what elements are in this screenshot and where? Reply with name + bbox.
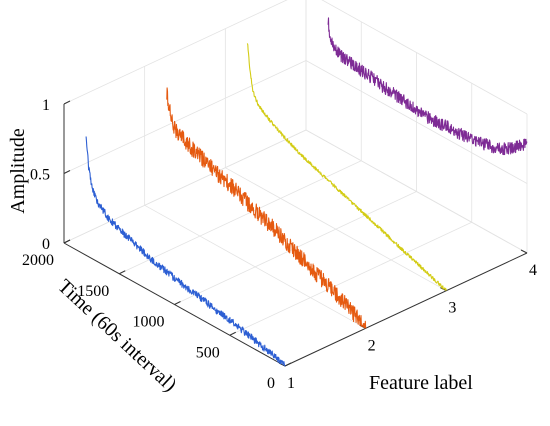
z-tick [63, 239, 71, 244]
z-tick [63, 100, 71, 105]
z-tick [63, 170, 71, 174]
y-tick [284, 362, 292, 367]
series-line-2 [166, 87, 367, 329]
side-wall-gridline-z [305, 129, 528, 254]
z-axis-title: Amplitude [7, 128, 29, 214]
z-tick-label: 1 [42, 97, 50, 114]
x-tick [520, 249, 528, 254]
x-tick-label: 2 [368, 337, 376, 354]
y-tick-label: 1500 [77, 283, 109, 300]
series-layer [85, 17, 528, 367]
y-tick-label: 0 [267, 375, 275, 392]
x-tick-label: 4 [529, 262, 537, 279]
side-wall-gridline-z [305, 60, 528, 184]
x-axis-line [284, 252, 528, 367]
floor-gridline-y [229, 221, 472, 336]
y-tick [229, 331, 236, 336]
series-line-3 [246, 43, 447, 291]
z-tick-label: 0 [42, 236, 50, 253]
y-tick [119, 270, 126, 275]
floor-gridline-y [174, 191, 417, 305]
side-wall-gridline-z [321, 0, 528, 115]
z-tick-label: 0.5 [30, 167, 50, 184]
y-tick-label: 1000 [133, 314, 165, 331]
back-wall-gridline-z [63, 60, 307, 174]
series-line-4 [327, 17, 528, 156]
series-line-1 [85, 136, 286, 367]
floor-gridline-y [119, 160, 362, 275]
y-tick [174, 301, 181, 305]
grid-layer [63, 0, 528, 367]
x-axis-title: Feature label [369, 372, 473, 394]
back-wall-gridline-z [63, 129, 307, 244]
back-wall-gridline-z [63, 0, 288, 105]
x-tick-label: 1 [287, 375, 295, 392]
y-axis-title: Time (60s interval) [53, 275, 180, 396]
y-tick-label: 500 [196, 344, 220, 361]
y-tick-label: 2000 [22, 252, 54, 269]
x-tick-label: 3 [448, 300, 456, 317]
